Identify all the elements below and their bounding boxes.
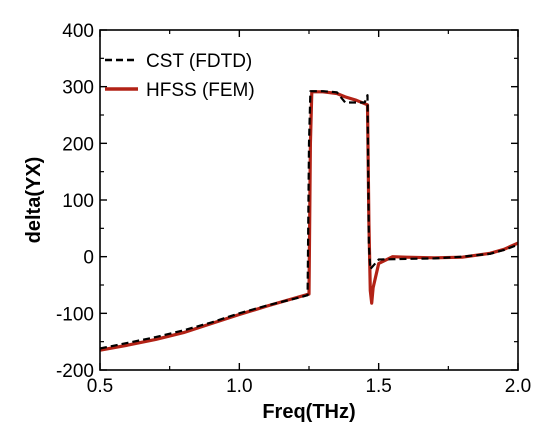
x-tick-label: 1.0 xyxy=(226,376,252,397)
x-tick-label: 1.5 xyxy=(365,376,391,397)
series-line-hfss xyxy=(99,90,519,352)
y-tick-label: 400 xyxy=(62,21,94,42)
series-layer xyxy=(99,90,519,352)
y-tick-label: 100 xyxy=(62,191,94,212)
y-tick-label: 200 xyxy=(62,134,94,155)
y-tick-label: -200 xyxy=(56,361,94,382)
legend-label: HFSS (FEM) xyxy=(146,80,255,101)
y-tick-label: -100 xyxy=(56,304,94,325)
y-tick-label: 300 xyxy=(62,78,94,99)
ticks-layer: 0.5 1.0 1.5 2.0 -200 -100 0 100 200 300 400 xyxy=(56,21,531,397)
x-tick-label: 2.0 xyxy=(505,376,531,397)
legend-label: CST (FDTD) xyxy=(146,51,252,72)
legend: CST (FDTD) HFSS (FEM) xyxy=(105,51,255,101)
y-axis-title: delta(YX) xyxy=(23,157,45,244)
y-tick-label: 0 xyxy=(83,248,94,269)
series-line-cst xyxy=(99,90,519,350)
x-axis-title: Freq(THz) xyxy=(262,401,355,423)
x-tick-label: 0.5 xyxy=(87,376,113,397)
